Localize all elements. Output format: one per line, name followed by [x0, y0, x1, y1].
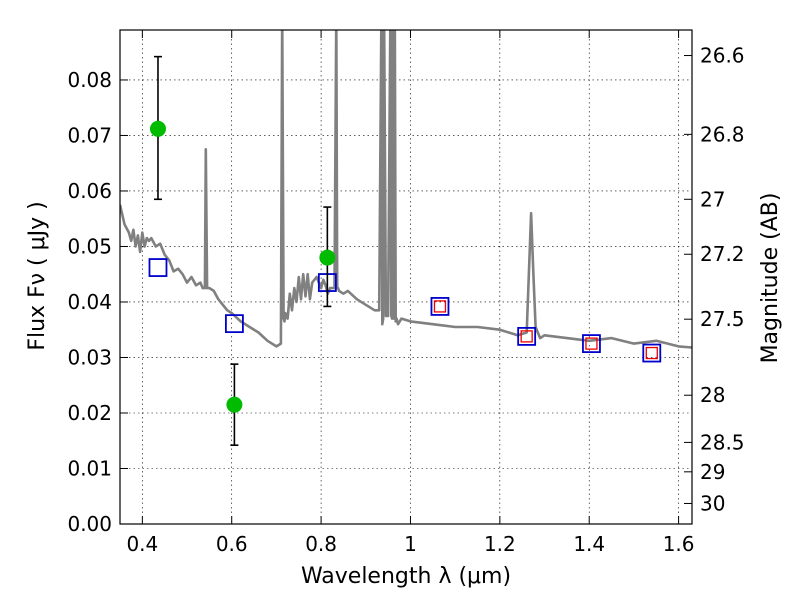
observed-flux-point: [149, 120, 166, 137]
y-tick-label: 0.04: [67, 290, 112, 314]
model-photometry-square: [224, 314, 244, 334]
y-tick-label: 0.08: [67, 68, 112, 92]
x-tick-label: 0.6: [216, 532, 248, 556]
axis-ticks: 0.4 0.6 0.8 1 1.2 1.4 1.6 0.00 0.01 0.02 0.03 0.04 0…: [67, 30, 745, 556]
x-axis-label: Wavelength λ (μm): [301, 564, 511, 589]
predicted-photometry-square: [645, 346, 658, 360]
y-tick-label: 0.03: [67, 345, 112, 369]
right-y-tick-label: 30: [700, 491, 725, 515]
predicted-photometry-square: [433, 300, 447, 313]
y-tick-label: 0.06: [67, 179, 112, 203]
right-y-tick-label: 26.6: [700, 44, 745, 68]
model-photometry-square: [430, 297, 450, 316]
plot-frame: [119, 29, 693, 525]
y-tick-label: 0.07: [67, 123, 112, 147]
x-tick-label: 1.4: [573, 532, 605, 556]
model-spectrum-line: [120, 30, 692, 349]
model-photometry-square: [148, 258, 168, 277]
right-y-axis-label: Magnitude (AB): [758, 193, 783, 364]
x-tick-label: 1.6: [663, 532, 695, 556]
predicted-photometry-square: [585, 337, 598, 350]
x-tick-label: 1.2: [484, 532, 516, 556]
right-y-tick-label: 29: [700, 460, 725, 484]
x-tick-label: 0.8: [305, 532, 337, 556]
y-tick-label: 0.02: [67, 401, 112, 425]
right-y-tick-label: 26.8: [700, 122, 745, 146]
observed-flux-point: [319, 249, 336, 266]
photometry-points-layer: [148, 55, 662, 446]
observed-flux-point: [226, 396, 243, 413]
y-tick-label: 0.01: [67, 456, 112, 480]
right-y-tick-label: 28.5: [700, 430, 745, 454]
right-y-tick-label: 27.5: [700, 307, 745, 331]
right-y-tick-label: 27: [700, 187, 725, 211]
predicted-photometry-square: [520, 330, 533, 343]
right-y-tick-label: 27.2: [700, 242, 745, 266]
y-axis-label: Flux Fν ( μJy ): [25, 201, 50, 350]
x-tick-label: 0.4: [126, 532, 158, 556]
y-tick-label: 0.00: [67, 512, 112, 536]
model-photometry-square: [517, 326, 537, 346]
right-y-tick-label: 28: [700, 383, 725, 407]
model-photometry-square: [582, 334, 601, 354]
model-spectrum-layer: [120, 30, 692, 349]
model-photometry-square: [642, 343, 662, 363]
y-tick-label: 0.05: [67, 234, 112, 258]
x-tick-label: 1: [404, 532, 417, 556]
